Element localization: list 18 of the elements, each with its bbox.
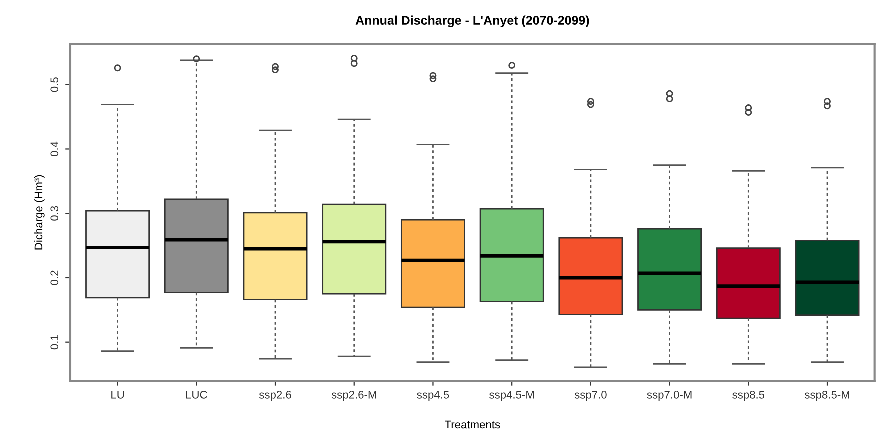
- x-tick-label: ssp7.0-M: [647, 390, 692, 402]
- x-tick-label: ssp8.5: [732, 390, 765, 402]
- x-tick-label: ssp4.5: [417, 391, 450, 402]
- y-tick-label: 0.2: [50, 270, 59, 286]
- x-tick-label: ssp4.5-M: [490, 391, 534, 402]
- x-tick-label: ssp7.0: [574, 390, 607, 402]
- y-tick-label: 0.5: [50, 78, 59, 92]
- y-axis-title: Dicharge (Hm³): [34, 175, 45, 250]
- chart-title: Annual Discharge - L'Anyet (2070-2099): [356, 16, 590, 28]
- x-axis-title: Treatments: [445, 420, 500, 429]
- y-tick-label: 0.1: [50, 335, 59, 350]
- x-tick-label: ssp2.6: [259, 390, 292, 402]
- x-tick-label: LU: [112, 391, 124, 399]
- y-tick-label: 0.4: [50, 142, 59, 157]
- x-tick-label: ssp2.6-M: [332, 390, 376, 402]
- x-tick-label: ssp8.5-M: [804, 390, 850, 402]
- x-tick-label: LUC: [186, 390, 208, 399]
- y-tick-label: 0.3: [50, 206, 59, 221]
